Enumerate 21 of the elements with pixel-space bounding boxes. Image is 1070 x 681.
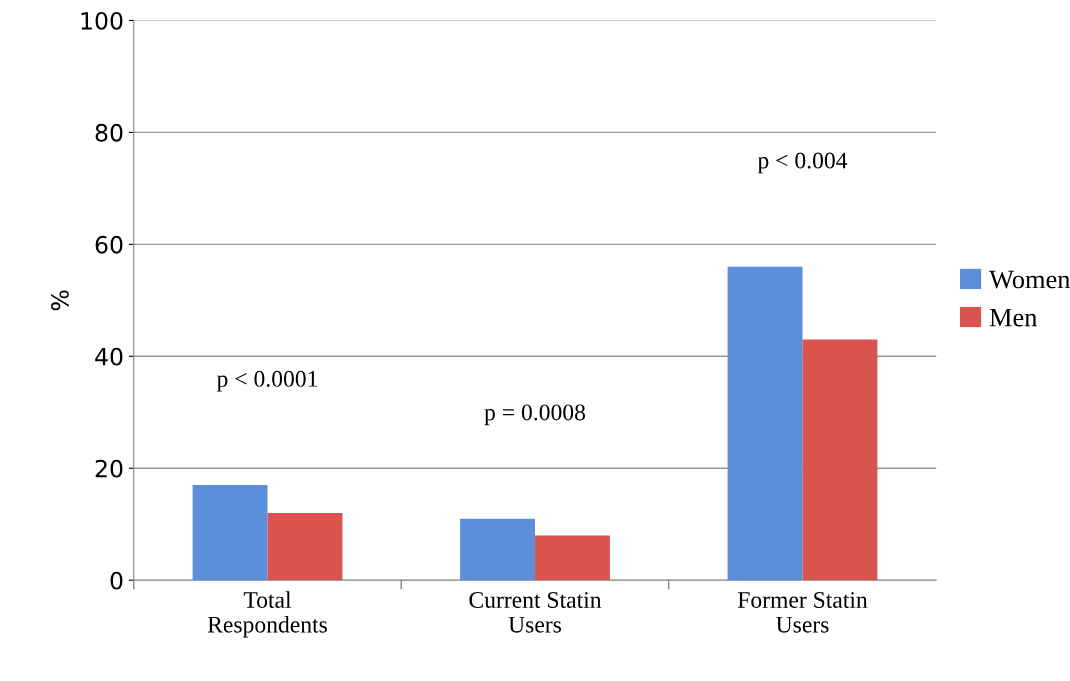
y-tick-label: 40 [95, 347, 123, 366]
y-axis-title: % [50, 290, 69, 311]
y-tick-label: 60 [95, 235, 123, 254]
legend-label: Women [989, 270, 1070, 289]
y-tick-label: 80 [95, 123, 123, 142]
bar [802, 339, 878, 581]
bar [535, 535, 610, 581]
y-tick-label: 100 [81, 11, 123, 30]
annotation: p < 0.0001 [216, 370, 318, 392]
bar [460, 518, 535, 581]
x-tick-label: Current Statin Users [469, 592, 602, 633]
x-tick-label: Total Respondents [207, 591, 327, 638]
bar [267, 513, 343, 581]
annotation: p = 0.0008 [484, 404, 586, 426]
legend-label: Men [989, 308, 1037, 327]
y-tick-label: 20 [95, 459, 123, 478]
y-tick-label: 0 [110, 571, 123, 590]
x-tick-label: Former Statin Users [737, 592, 868, 633]
annotation: p < 0.004 [757, 152, 848, 174]
bar [727, 266, 803, 581]
bar [192, 485, 268, 581]
